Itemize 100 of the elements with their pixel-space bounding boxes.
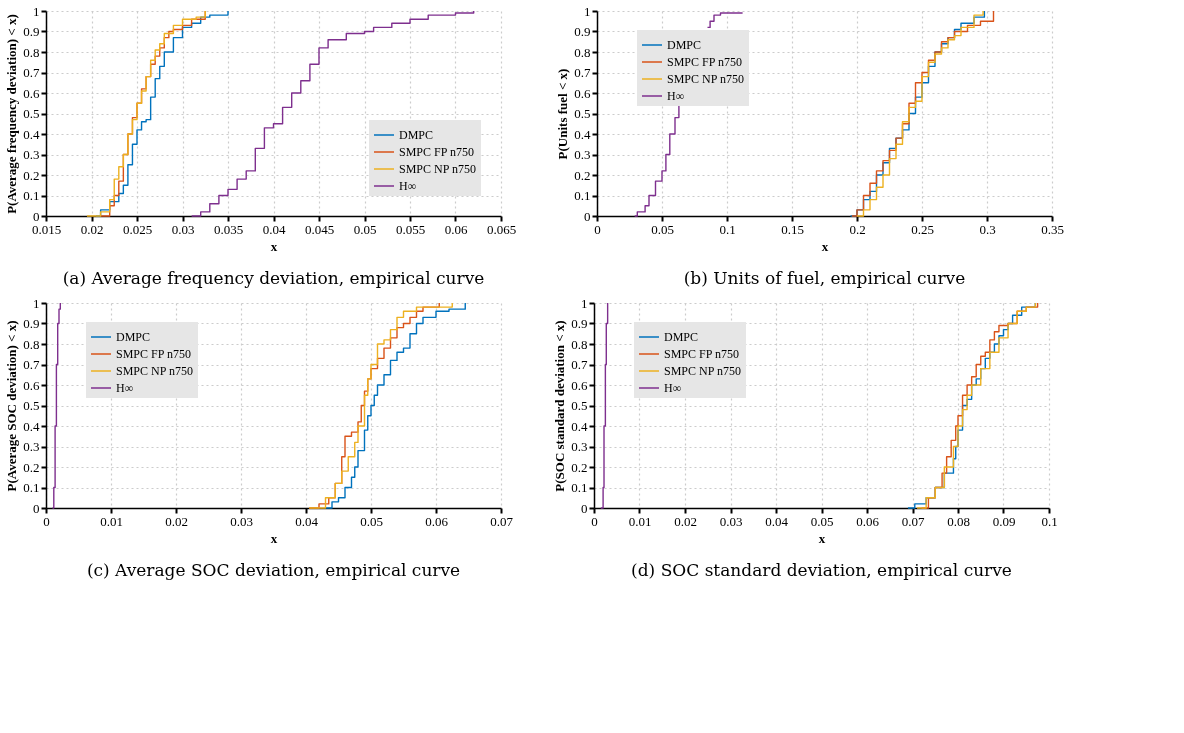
y-axis-title: P(Average SOC deviation) < x) (4, 320, 20, 492)
x-tick-label: 0.07 (490, 513, 514, 529)
x-tick-label: 0.1 (1041, 513, 1058, 529)
y-tick-label: 1 (33, 295, 40, 311)
y-tick-label: 0.4 (23, 418, 40, 434)
x-tick-label: 0.04 (295, 513, 319, 529)
x-tick-label: 0.02 (674, 513, 697, 529)
text: (c) Average SOC deviation, empirical curve (86, 560, 461, 580)
x-tick-label: 0.15 (781, 221, 804, 237)
y-tick-label: 0 (581, 500, 588, 516)
legend-label: SMPC FP n750 (667, 55, 742, 69)
y-tick-label: 0.9 (574, 24, 591, 39)
y-tick-label: 0.1 (571, 480, 588, 495)
x-tick-label: 0.06 (856, 513, 880, 529)
y-tick-label: 0.6 (23, 85, 40, 101)
legend-label: SMPC NP n750 (664, 364, 741, 378)
x-tick-label: 0.09 (992, 513, 1016, 529)
x-tick-label: 0.01 (100, 513, 123, 529)
x-tick-label: 0.06 (444, 221, 468, 237)
x-tick-label: 0.045 (304, 221, 335, 237)
x-axis-title: x (818, 530, 826, 546)
x-tick-label: 0 (594, 221, 601, 237)
x-tick-label: 0.055 (395, 221, 426, 237)
x-axis-title: x (270, 530, 278, 546)
x-axis-title: x (270, 238, 278, 254)
x-tick-label: 0.01 (628, 513, 652, 529)
x-axis-title: x (821, 238, 829, 254)
text: (d) SOC standard deviation, empirical curve (631, 560, 1012, 580)
y-tick-label: 0.7 (571, 357, 588, 372)
legend-label: SMPC NP n750 (116, 364, 193, 378)
y-tick-label: 0.8 (23, 44, 40, 60)
y-tick-label: 0.4 (23, 126, 40, 142)
legend-label: DMPC (399, 128, 434, 142)
y-tick-label: 0.8 (571, 336, 588, 352)
y-tick-label: 0.5 (574, 106, 591, 121)
legend-label: SMPC NP n750 (667, 72, 744, 86)
y-tick-label: 0 (584, 208, 591, 224)
y-tick-label: 0 (33, 500, 40, 516)
y-tick-label: 0.5 (571, 398, 588, 413)
x-tick-label: 0.08 (947, 513, 970, 529)
legend-label: H∞ (116, 381, 134, 395)
y-axis-title: P(Average frequency deviation) < x) (4, 14, 20, 214)
x-tick-label: 0.1 (719, 221, 736, 237)
y-tick-label: 0.1 (574, 188, 591, 203)
y-tick-label: 0.5 (23, 398, 40, 413)
x-tick-label: 0.25 (911, 221, 934, 237)
y-tick-label: 0.7 (574, 65, 591, 80)
y-tick-label: 0.4 (571, 418, 588, 434)
x-tick-label: 0 (43, 513, 50, 529)
y-tick-label: 0.3 (23, 439, 40, 454)
x-tick-label: 0.05 (360, 513, 383, 529)
y-tick-label: 0.6 (23, 377, 40, 393)
y-tick-label: 0.9 (23, 316, 40, 331)
x-tick-label: 0.05 (651, 221, 674, 237)
y-tick-label: 0.2 (23, 459, 40, 475)
x-tick-label: 0.06 (425, 513, 449, 529)
y-tick-label: 0.1 (23, 188, 40, 203)
x-tick-label: 0.02 (80, 221, 104, 237)
x-tick-label: 0.03 (719, 513, 743, 529)
y-tick-label: 0.5 (23, 106, 40, 121)
y-axis-title: P(SOC standard deviation < x) (552, 320, 568, 492)
y-tick-label: 0.9 (23, 24, 40, 39)
y-tick-label: 0.9 (571, 316, 588, 331)
y-tick-label: 0.7 (23, 357, 40, 372)
y-tick-label: 0.2 (23, 167, 40, 183)
legend-label: H∞ (664, 381, 682, 395)
legend-label: DMPC (664, 330, 699, 344)
y-tick-label: 0.3 (574, 147, 591, 162)
legend-label: DMPC (116, 330, 151, 344)
legend-label: H∞ (667, 89, 685, 103)
x-tick-label: 0.04 (765, 513, 789, 529)
x-tick-label: 0.02 (165, 513, 188, 529)
y-tick-label: 0.8 (23, 336, 40, 352)
x-tick-label: 0.03 (171, 221, 195, 237)
x-tick-label: 0.03 (230, 513, 253, 529)
x-tick-label: 0.3 (979, 221, 996, 237)
x-tick-label: 0.2 (849, 221, 866, 237)
text: (b) Units of fuel, empirical curve (683, 268, 966, 288)
x-tick-label: 0.015 (31, 221, 62, 237)
legend-label: SMPC FP n750 (664, 347, 739, 361)
legend-label: DMPC (667, 38, 702, 52)
y-tick-label: 0.2 (574, 167, 591, 183)
y-tick-label: 0.6 (574, 85, 591, 101)
x-tick-label: 0.35 (1041, 221, 1064, 237)
y-tick-label: 0 (33, 208, 40, 224)
y-tick-label: 1 (33, 3, 40, 19)
y-tick-label: 0.8 (574, 44, 591, 60)
x-tick-label: 0.05 (810, 513, 834, 529)
legend-label: SMPC FP n750 (116, 347, 191, 361)
y-tick-label: 0.3 (571, 439, 588, 454)
legend-label: SMPC FP n750 (399, 145, 474, 159)
x-tick-label: 0.07 (901, 513, 925, 529)
y-axis-title: P(Units fuel < x) (555, 68, 571, 160)
y-tick-label: 0.2 (571, 459, 588, 475)
x-tick-label: 0.065 (486, 221, 517, 237)
x-tick-label: 0.04 (262, 221, 286, 237)
y-tick-label: 1 (581, 295, 588, 311)
y-tick-label: 0.6 (571, 377, 588, 393)
y-tick-label: 0.3 (23, 147, 40, 162)
y-tick-label: 0.4 (574, 126, 591, 142)
